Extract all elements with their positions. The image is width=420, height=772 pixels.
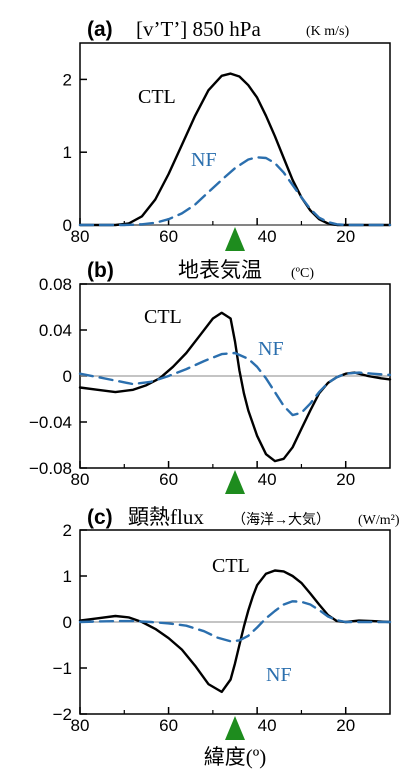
xtick-label: 80	[71, 470, 90, 489]
panel-c-xlabel: 緯度(º)	[204, 745, 267, 769]
xtick-label: 80	[71, 716, 90, 735]
panel-a-nf-label: NF	[191, 149, 217, 171]
ytick-label: 0.04	[39, 321, 72, 340]
ytick-label: 2	[63, 521, 72, 540]
panel-a: (a) [v’T’] 850 hPa (K m/s) 012 80 60 40 20 …	[63, 17, 392, 251]
series-line-nf	[78, 351, 392, 417]
series-line-nf	[78, 600, 392, 643]
panel-b-title: 地表気温	[178, 258, 262, 282]
ytick-label: −0.08	[29, 459, 72, 478]
panel-b-units: (ºC)	[291, 266, 314, 281]
panel-b-xticks: 80 60 40 20	[71, 461, 355, 489]
xtick-label: 60	[159, 716, 178, 735]
xtick-label: 60	[159, 227, 178, 246]
panel-c-series	[78, 569, 392, 694]
ytick-label: 0	[63, 367, 72, 386]
ytick-label: −0.04	[29, 413, 72, 432]
xtick-label: 60	[159, 470, 178, 489]
panel-a-xticks: 80 60 40 20	[71, 218, 355, 246]
panel-b-marker-triangle	[225, 470, 245, 494]
xtick-label: 80	[71, 227, 90, 246]
ytick-label: −1	[53, 659, 72, 678]
panel-b-ctl-label: CTL	[144, 306, 182, 328]
xtick-label: 40	[258, 227, 277, 246]
panel-a-units: (K m/s)	[306, 24, 350, 39]
xtick-label: 40	[258, 716, 277, 735]
panel-b-series	[78, 311, 392, 463]
panel-a-series	[78, 72, 392, 227]
panel-c-marker-triangle	[225, 716, 245, 740]
ytick-label: 0	[63, 613, 72, 632]
panel-c-units: (W/m²)	[358, 513, 400, 528]
panel-c-title: 顕熱flux	[128, 505, 204, 529]
panel-a-frame	[79, 42, 391, 226]
panel-c-ctl-label: CTL	[212, 555, 250, 577]
ytick-label: −2	[53, 705, 72, 724]
series-line-ctl	[78, 72, 392, 227]
panel-c-subtitle: （海洋→大気）	[232, 512, 330, 528]
panel-a-title: [v’T’] 850 hPa	[136, 17, 261, 41]
ytick-label: 1	[63, 567, 72, 586]
ytick-label: 0.08	[39, 275, 72, 294]
series-line-ctl	[78, 569, 392, 694]
ytick-label: 0	[63, 216, 72, 235]
series-line-nf	[78, 156, 392, 227]
xtick-label: 20	[336, 227, 355, 246]
panel-c-nf-label: NF	[266, 664, 292, 686]
panel-a-marker-triangle	[225, 227, 245, 251]
panel-a-ctl-label: CTL	[138, 86, 176, 108]
xtick-label: 40	[258, 470, 277, 489]
series-line-ctl	[78, 311, 392, 463]
xtick-label: 20	[336, 470, 355, 489]
panel-c-letter: (c)	[87, 506, 113, 529]
panel-c: (c) 顕熱flux （海洋→大気） (W/m²) 2 1 0 −1 −2 80 60 40…	[53, 505, 400, 769]
panel-b-nf-label: NF	[258, 338, 284, 360]
panel-b: (b) 地表気温 (ºC) 0.08 0.04 0 −0.04 −0.08 80 60 40…	[29, 258, 392, 494]
xtick-label: 20	[336, 716, 355, 735]
panel-b-letter: (b)	[87, 259, 114, 282]
ytick-label: 2	[63, 70, 72, 89]
ytick-label: 1	[63, 143, 72, 162]
panel-a-yticks: 0 1 2	[63, 70, 390, 235]
panel-c-xticks: 80 60 40 20	[71, 707, 355, 735]
panel-a-letter: (a)	[87, 18, 113, 41]
